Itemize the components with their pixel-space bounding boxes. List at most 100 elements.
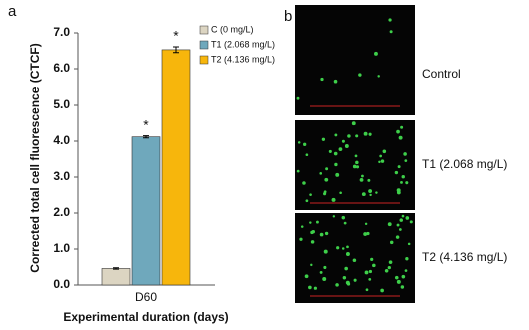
cell-dot: [396, 188, 401, 193]
cell-dot: [319, 172, 323, 175]
cell-dot: [323, 190, 327, 194]
cell-dot: [333, 151, 338, 156]
cell-dot: [305, 153, 309, 157]
cell-dot: [368, 278, 372, 281]
cell-dot: [341, 215, 346, 220]
panel-label: b: [284, 8, 292, 25]
cell-dot: [389, 240, 394, 245]
cell-dot: [394, 275, 399, 280]
cell-dot: [354, 154, 358, 158]
cell-dot: [341, 247, 345, 250]
cell-dot: [382, 149, 387, 154]
legend-swatch: [199, 55, 209, 65]
cell-dot: [316, 220, 319, 224]
cell-dot: [341, 139, 345, 143]
y-tick-label: 5.0: [53, 97, 70, 111]
bar: [131, 136, 161, 286]
cell-dot: [352, 164, 357, 169]
cell-dot: [404, 159, 408, 162]
cell-dot: [351, 121, 356, 126]
cell-dot: [333, 79, 338, 84]
cell-dot: [384, 269, 389, 273]
cell-dot: [332, 215, 336, 218]
cell-dot: [353, 278, 357, 282]
y-tick-label: 3.0: [53, 169, 70, 183]
cell-dot: [398, 228, 402, 231]
cell-dot: [310, 230, 314, 235]
micrograph: [295, 213, 415, 303]
cell-dot: [361, 192, 366, 197]
cell-dot: [355, 165, 360, 169]
y-tick-label: 1.0: [53, 241, 70, 255]
cell-dot: [297, 141, 301, 144]
cell-dot: [296, 96, 300, 100]
cell-dot: [363, 232, 368, 236]
cell-dot: [375, 191, 378, 194]
x-tick-label: D60: [135, 290, 157, 304]
cell-dot: [367, 178, 371, 182]
cell-dot: [401, 214, 405, 218]
cell-dot: [309, 193, 312, 196]
significance-marker: *: [143, 116, 149, 132]
legend-label: C (0 mg/L): [211, 24, 254, 34]
panel-label: a: [8, 3, 17, 20]
cell-dot: [396, 279, 401, 284]
cell-dot: [344, 266, 348, 271]
cell-dot: [407, 242, 411, 246]
cell-dot: [403, 152, 407, 156]
cell-dot: [394, 170, 399, 175]
cell-dot: [323, 249, 328, 254]
cell-dot: [309, 221, 312, 224]
x-axis-label: Experimental duration (days): [63, 310, 228, 324]
image-label: T2 (4.136 mg/L): [422, 250, 507, 264]
y-tick-label: 4.0: [53, 133, 70, 147]
cell-dot: [352, 258, 357, 263]
cell-dot: [399, 218, 403, 222]
cell-dot: [404, 269, 408, 272]
cell-dot: [363, 131, 368, 136]
legend-swatch: [199, 25, 209, 35]
cell-dot: [395, 235, 400, 239]
cell-dot: [405, 216, 410, 220]
image-label: Control: [422, 67, 461, 81]
cell-dot: [387, 265, 391, 270]
cell-dot: [313, 286, 317, 290]
cell-dot: [319, 232, 324, 237]
cell-dot: [401, 174, 405, 179]
cell-dot: [389, 30, 393, 34]
cell-dot: [343, 221, 347, 225]
cell-dot: [387, 222, 392, 227]
cell-dot: [299, 237, 303, 241]
cell-dot: [344, 144, 349, 148]
cell-dot: [361, 174, 364, 178]
error-bar: [113, 267, 119, 270]
cell-dot: [400, 180, 403, 184]
cell-dot: [398, 135, 403, 140]
cell-dot: [359, 177, 364, 182]
cell-dot: [379, 154, 383, 158]
cell-dot: [345, 252, 350, 256]
cell-dot: [338, 147, 343, 152]
cell-dot: [400, 285, 405, 289]
cell-dot: [328, 149, 332, 153]
cell-dot: [372, 263, 376, 268]
legend-label: T2 (4.136 mg/L): [211, 54, 275, 64]
significance-marker: *: [173, 28, 179, 44]
cell-dot: [405, 257, 409, 261]
cell-dot: [380, 288, 384, 293]
legend-label: T1 (2.068 mg/L): [211, 39, 275, 49]
cell-dot: [342, 276, 347, 280]
y-axis-label: Corrected total cell fluorescence (CTCF): [28, 43, 42, 272]
y-tick-label: 6.0: [53, 61, 70, 75]
cell-dot: [368, 269, 373, 274]
cell-dot: [358, 73, 362, 77]
cell-dot: [378, 160, 381, 164]
y-tick-label: 7.0: [53, 25, 70, 39]
cell-dot: [308, 285, 312, 290]
cell-dot: [401, 274, 406, 279]
cell-dot: [336, 246, 340, 250]
cell-dot: [339, 191, 342, 195]
cell-dot: [380, 159, 385, 163]
cell-dot: [346, 282, 351, 286]
